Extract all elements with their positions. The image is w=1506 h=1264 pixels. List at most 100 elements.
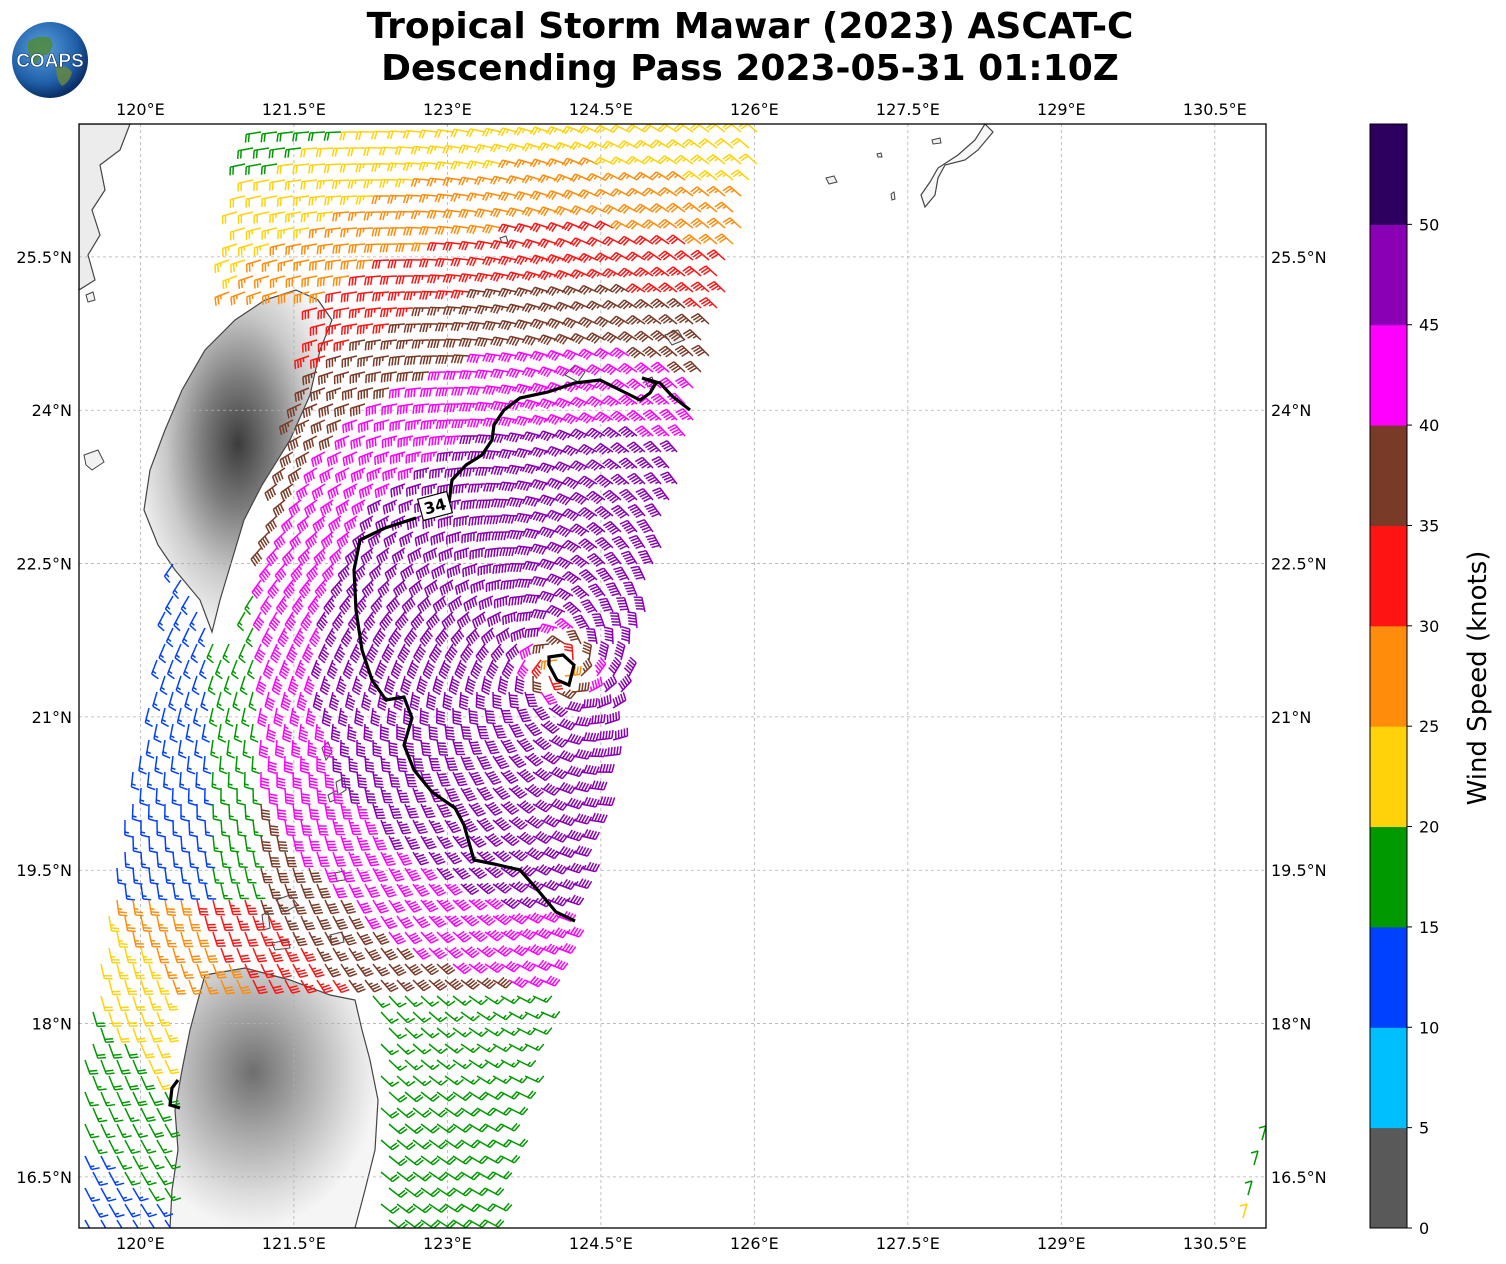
wind-barb bbox=[349, 339, 366, 352]
wind-barb bbox=[411, 274, 430, 284]
lon-tick-label-bottom: 123°E bbox=[423, 1234, 472, 1253]
wind-barb bbox=[447, 595, 463, 613]
wind-barb bbox=[451, 386, 470, 396]
wind-barb bbox=[312, 691, 324, 712]
wind-barb bbox=[698, 233, 718, 245]
wind-barb bbox=[316, 275, 334, 287]
wind-barb bbox=[498, 514, 518, 524]
wind-barb bbox=[578, 538, 598, 552]
wind-barb bbox=[222, 275, 238, 290]
wind-barb bbox=[492, 755, 510, 770]
wind-barb bbox=[434, 225, 454, 236]
wind-barb bbox=[482, 352, 502, 363]
wind-barb bbox=[239, 675, 248, 696]
wind-barb bbox=[674, 345, 694, 357]
wind-barb bbox=[266, 547, 279, 567]
wind-barb bbox=[351, 499, 366, 516]
wind-barb bbox=[675, 408, 694, 421]
colorbar-bin bbox=[1370, 224, 1407, 326]
wind-barb bbox=[337, 563, 350, 582]
wind-barb bbox=[332, 275, 350, 287]
wind-barb bbox=[398, 499, 414, 514]
wind-barb bbox=[377, 579, 390, 598]
wind-barb bbox=[642, 409, 662, 422]
wind-barb bbox=[497, 127, 518, 137]
wind-barb bbox=[176, 707, 186, 728]
wind-barb bbox=[454, 579, 470, 595]
wind-barb bbox=[292, 131, 310, 142]
wind-barb bbox=[232, 691, 241, 712]
wind-barb bbox=[396, 371, 414, 382]
wind-barb bbox=[400, 563, 415, 581]
wind-barb bbox=[410, 145, 430, 155]
wind-barb bbox=[585, 459, 606, 471]
wind-barb bbox=[706, 185, 726, 197]
wind-barb bbox=[355, 131, 374, 141]
okinawa-island bbox=[920, 124, 994, 209]
wind-barb bbox=[497, 223, 518, 234]
wind-barb bbox=[402, 129, 422, 139]
wind-barb bbox=[236, 611, 246, 632]
wind-barb bbox=[432, 595, 447, 614]
wind-barb bbox=[341, 323, 358, 336]
wind-barb bbox=[262, 659, 274, 680]
wind-barb bbox=[279, 451, 294, 468]
wind-barb bbox=[306, 563, 319, 583]
wind-barb bbox=[657, 186, 678, 197]
wind-barb bbox=[467, 483, 486, 493]
wind-barb bbox=[302, 435, 318, 451]
wind-barb bbox=[342, 659, 354, 680]
wind-barb bbox=[364, 307, 382, 318]
wind-barb bbox=[682, 265, 702, 277]
wind-barb bbox=[698, 138, 718, 149]
wind-barb bbox=[481, 159, 502, 169]
wind-barb bbox=[521, 302, 542, 313]
wind-barb bbox=[283, 579, 295, 599]
wind-barb bbox=[478, 595, 494, 611]
wind-barb bbox=[588, 583, 606, 598]
wind-barb bbox=[394, 146, 414, 156]
wind-barb bbox=[243, 771, 253, 790]
wind-barb bbox=[519, 643, 534, 660]
wind-barb bbox=[419, 627, 434, 647]
wind-barb bbox=[437, 515, 454, 529]
wind-barb bbox=[276, 771, 286, 790]
wind-barb bbox=[355, 195, 374, 205]
wind-barb bbox=[422, 659, 435, 680]
wind-barb bbox=[371, 227, 390, 237]
wind-barb bbox=[412, 755, 425, 772]
wind-barb bbox=[610, 504, 630, 519]
wind-barb bbox=[443, 435, 462, 446]
wind-barb bbox=[513, 223, 534, 233]
wind-barb bbox=[633, 596, 646, 613]
wind-barb bbox=[374, 659, 387, 680]
wind-barb bbox=[642, 346, 662, 358]
gridlines bbox=[79, 124, 1266, 1228]
wind-barb bbox=[444, 755, 458, 772]
wind-barb bbox=[312, 515, 326, 533]
wind-barb bbox=[466, 353, 486, 364]
wind-barb bbox=[347, 723, 357, 743]
wind-barb bbox=[356, 739, 366, 758]
wind-barb bbox=[195, 771, 205, 791]
wind-barb bbox=[264, 483, 278, 501]
wind-barb bbox=[324, 291, 342, 303]
wind-barb bbox=[577, 443, 598, 456]
wind-barb bbox=[164, 595, 174, 616]
wind-barb bbox=[214, 291, 230, 306]
wind-barb bbox=[572, 614, 590, 629]
wind-barb bbox=[616, 596, 630, 613]
wind-barb bbox=[598, 597, 614, 613]
wind-barb bbox=[318, 435, 334, 451]
wind-barb bbox=[481, 675, 493, 695]
wind-barb bbox=[618, 457, 638, 470]
wind-barb bbox=[267, 755, 277, 775]
colorbar-bin bbox=[1370, 525, 1407, 627]
chart-title: Tropical Storm Mawar (2023) ASCAT-C Desc… bbox=[200, 6, 1300, 90]
wind-barb bbox=[537, 623, 558, 634]
wind-barb bbox=[210, 739, 219, 759]
wind-barb bbox=[278, 419, 294, 436]
wind-barb bbox=[405, 451, 422, 464]
wind-barb bbox=[359, 515, 374, 532]
wind-barb bbox=[211, 771, 221, 791]
